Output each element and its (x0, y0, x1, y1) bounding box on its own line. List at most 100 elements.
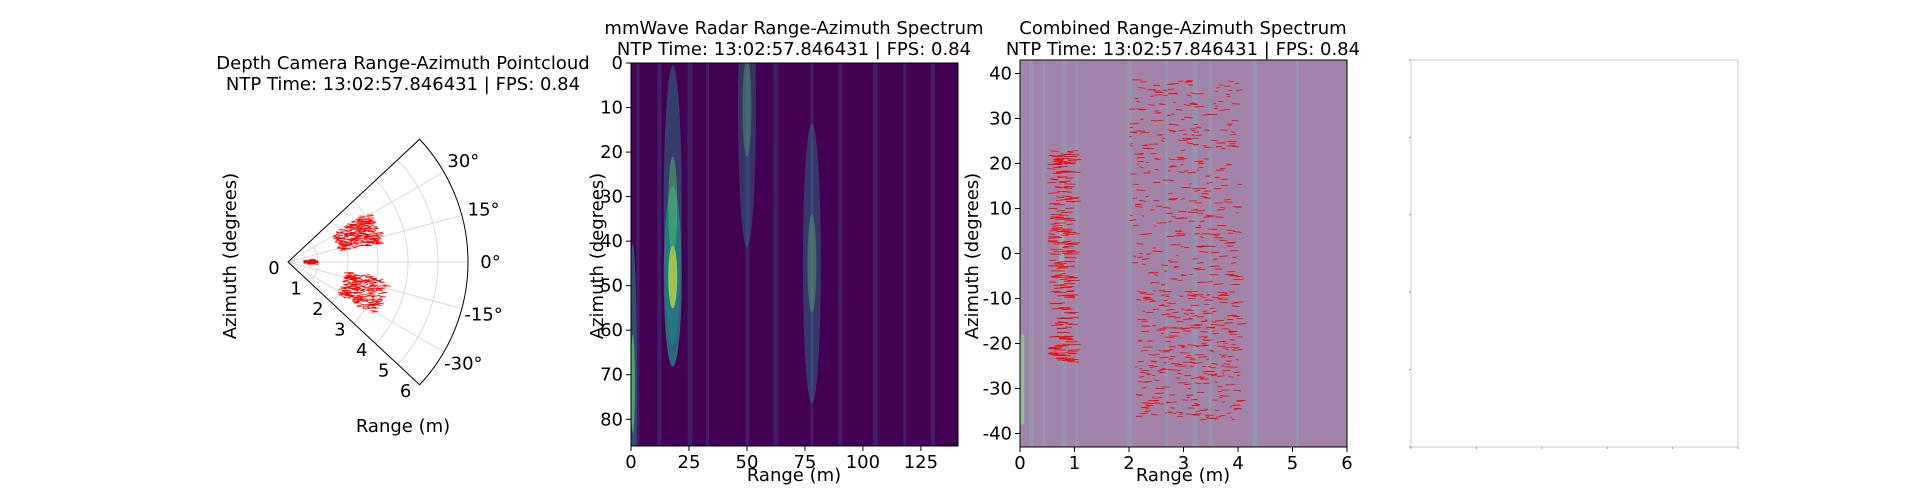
radar-streak (687, 63, 693, 446)
combined-point (1212, 330, 1215, 332)
polar-point (378, 292, 386, 295)
polar-point (343, 291, 351, 294)
combined-point (1194, 131, 1200, 133)
polar-point (308, 258, 312, 261)
combined-point (1151, 281, 1160, 284)
combined-point (1203, 336, 1208, 339)
combined-point (1187, 344, 1197, 346)
radar-peak-core (668, 245, 678, 309)
combined-point (1233, 371, 1241, 374)
combined-xtick: 4 (1232, 453, 1243, 474)
combined-streak (1165, 60, 1169, 447)
polar-point (381, 291, 388, 294)
combined-point (1210, 251, 1220, 254)
combined-point (1138, 200, 1147, 202)
polar-point (349, 275, 358, 278)
combined-point (1180, 274, 1185, 277)
combined-xtick: 2 (1123, 453, 1134, 474)
combined-point (1048, 202, 1060, 205)
polar-point (337, 246, 343, 249)
combined-point (1197, 262, 1202, 264)
polar-point (364, 293, 368, 296)
combined-xtick: 3 (1178, 453, 1189, 474)
combined-point (1222, 369, 1231, 372)
polar-point (354, 227, 362, 229)
polar-point (339, 241, 347, 243)
polar-point (366, 240, 370, 243)
combined-point (1050, 150, 1059, 152)
polar-point (371, 229, 377, 233)
combined-point (1184, 309, 1192, 311)
polar-point (371, 297, 374, 299)
combined-point (1169, 348, 1174, 351)
combined-point (1207, 373, 1217, 376)
combined-point (1059, 273, 1066, 275)
combined-point (1062, 195, 1072, 198)
combined-point (1179, 352, 1190, 354)
combined-point (1190, 398, 1198, 401)
combined-point (1048, 192, 1059, 194)
combined-point (1141, 215, 1145, 217)
polar-point (357, 304, 365, 307)
combined-point (1236, 89, 1243, 92)
polar-point (360, 297, 367, 299)
polar-cluster-1 (332, 214, 384, 251)
radar-peak-core (742, 63, 752, 157)
combined-point (1233, 231, 1243, 233)
radar-title: mmWave Radar Range-Azimuth Spectrum (604, 18, 983, 39)
combined-point (1231, 262, 1236, 264)
combined-point (1048, 237, 1057, 239)
combined-point (1065, 233, 1080, 235)
combined-point (1066, 223, 1074, 226)
polar-point (340, 232, 348, 235)
polar-point (335, 237, 344, 240)
combined-point (1068, 242, 1080, 244)
combined-point (1206, 281, 1213, 283)
polar-point (369, 284, 377, 287)
radar-ytick: 30 (600, 187, 623, 208)
polar-point (364, 284, 369, 286)
combined-point (1170, 363, 1180, 365)
combined-point (1174, 327, 1183, 329)
combined-point (1136, 163, 1140, 166)
combined-point (1200, 296, 1206, 298)
combined-point (1206, 181, 1212, 184)
combined-point (1153, 199, 1160, 202)
combined-point (1167, 92, 1177, 95)
combined-point (1210, 350, 1215, 353)
combined-point (1199, 251, 1209, 253)
combined-point (1055, 262, 1067, 264)
polar-point (362, 288, 366, 290)
combined-point (1220, 293, 1228, 295)
polar-radial-ticks: 0 1 2 3 4 5 6 (268, 258, 411, 402)
polar-point (349, 224, 356, 227)
combined-point (1068, 196, 1080, 199)
radar-ytick: 20 (600, 142, 623, 163)
polar-point (374, 299, 379, 302)
polar-point (362, 283, 365, 285)
combined-point (1192, 267, 1202, 270)
combined-point (1213, 283, 1224, 285)
combined-point (1200, 220, 1205, 223)
combined-point (1167, 369, 1178, 371)
radar-xtick: 50 (736, 452, 759, 473)
polar-point (381, 284, 385, 287)
polar-point (372, 285, 376, 288)
polar-point (360, 279, 367, 282)
polar-point (371, 225, 378, 227)
radar-streak (873, 63, 879, 446)
combined-point (1068, 200, 1081, 203)
combined-point (1132, 197, 1138, 199)
combined-point (1216, 176, 1220, 179)
polar-point (378, 298, 383, 301)
polar-point (364, 227, 372, 230)
combined-point (1217, 297, 1222, 300)
combined-point (1067, 285, 1075, 288)
polar-point (364, 233, 373, 236)
combined-point (1227, 355, 1231, 358)
combined-point (1068, 323, 1078, 326)
radar-ytick: 80 (600, 409, 623, 430)
polar-point (338, 244, 342, 248)
combined-point (1168, 411, 1177, 414)
combined-point (1054, 186, 1063, 188)
